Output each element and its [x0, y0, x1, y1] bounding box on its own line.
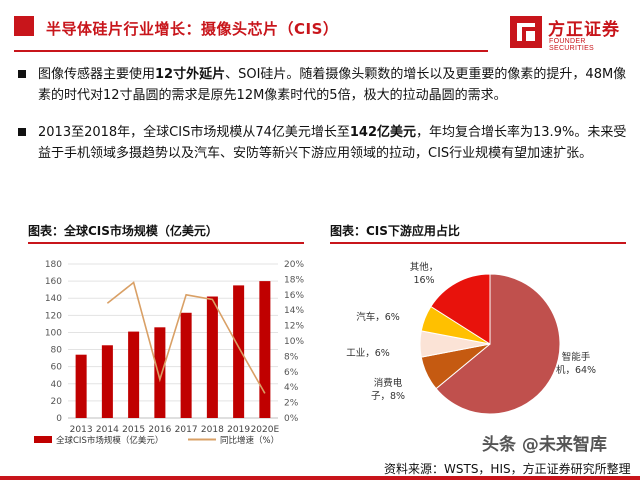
pie-slice-label: 工业，6% — [346, 348, 390, 359]
y2-tick-label: 18% — [284, 275, 304, 285]
pie-chart-title: 图表：CIS下游应用占比 — [330, 224, 460, 238]
y2-tick-label: 14% — [284, 306, 304, 316]
x-tick-label: 2016 — [148, 425, 171, 435]
header-divider — [14, 50, 488, 52]
bullet-2: 2013至2018年，全球CIS市场规模从74亿美元增长至142亿美元，年均复合… — [18, 122, 626, 186]
pie-slice-label: 智能手机，64% — [556, 351, 596, 376]
pie-slice-label: 消费电子，8% — [371, 377, 405, 402]
pie-label-line: 工业，6% — [346, 348, 390, 359]
y2-tick-label: 16% — [284, 291, 304, 301]
legend-swatch-bars — [34, 436, 52, 443]
founder-logo: 方正证券 FOUNDER SECURITIES — [508, 10, 632, 54]
logo-en-text: FOUNDER SECURITIES — [549, 38, 595, 52]
pie-label-line: 机，64% — [556, 364, 596, 376]
y-tick-label: 180 — [45, 260, 62, 270]
legend-label-bars: 全球CIS市场规模（亿美元） — [56, 435, 163, 446]
cis-application-share-chart: 智能手机，64% 消费电子，8% 工业，6% 汽车，6% 其他， 16% — [346, 261, 596, 415]
y-tick-label: 100 — [45, 328, 62, 338]
x-tick-label: 2017 — [175, 425, 198, 435]
bullet-2-text: 2013至2018年，全球CIS市场规模从74亿美元增长至142亿美元，年均复合… — [38, 125, 627, 161]
cis-market-size-chart: 0 20 40 60 80 100 120 140 160 180 0% 2% 4% 6% 8% 10% 12%… — [34, 260, 304, 446]
page-title: 半导体硅片行业增长：摄像头芯片（CIS） — [46, 20, 339, 38]
watermark: 头条 @未来智库 — [482, 435, 607, 455]
growth-rate-line — [106, 281, 266, 394]
x-tick-label: 2019 — [227, 425, 250, 435]
pie-chart-title-rule — [330, 242, 626, 244]
y2-tick-label: 0% — [284, 414, 299, 424]
pie-label-line: 消费电 — [374, 377, 403, 389]
source-note: 资料来源：WSTS，HIS，方正证券研究所整理 — [384, 462, 631, 476]
pie-slice-label: 其他， 16% — [410, 261, 439, 286]
pie-label-line: 16% — [413, 275, 434, 286]
bar — [128, 331, 140, 418]
y2-tick-label: 8% — [284, 352, 299, 362]
x-tick-label: 2014 — [96, 425, 119, 435]
bar — [180, 312, 192, 418]
bar — [101, 345, 113, 418]
pie-label-line: 智能手 — [562, 351, 591, 363]
legend-label-line: 同比增速（%） — [220, 435, 279, 446]
x-tick-label: 2020E — [251, 425, 280, 435]
bullet-marker — [18, 128, 26, 136]
bar-chart-title-rule — [28, 242, 304, 244]
y-tick-label: 80 — [51, 346, 63, 356]
header: 半导体硅片行业增长：摄像头芯片（CIS） 方正证券 FOUNDER SECURI… — [0, 0, 640, 62]
y2-tick-label: 12% — [284, 322, 304, 332]
footer-bar — [0, 476, 640, 480]
x-tick-label: 2013 — [70, 425, 93, 435]
bullet-1: 图像传感器主要使用12寸外延片、SOI硅片。随着摄像头颗数的增长以及更重要的像素… — [18, 64, 626, 108]
y2-tick-label: 10% — [284, 337, 304, 347]
y2-tick-label: 20% — [284, 260, 304, 270]
bar-chart-title: 图表：全球CIS市场规模（亿美元） — [28, 224, 218, 238]
header-accent-square — [14, 16, 34, 36]
y-tick-label: 40 — [51, 380, 63, 390]
pie-label-line: 其他， — [410, 261, 439, 273]
bar — [233, 285, 245, 418]
pie-label-line: 汽车，6% — [356, 311, 400, 323]
y-tick-label: 120 — [45, 311, 62, 321]
y-tick-label: 20 — [51, 397, 63, 407]
pie-slice — [430, 273, 491, 345]
x-tick-label: 2018 — [201, 425, 224, 435]
y-tick-label: 160 — [45, 277, 62, 287]
y2-tick-label: 4% — [284, 383, 299, 393]
bar — [206, 296, 218, 418]
y-tick-label: 0 — [56, 414, 62, 424]
bullet-1-text: 图像传感器主要使用12寸外延片、SOI硅片。随着摄像头颗数的增长以及更重要的像素… — [38, 67, 627, 103]
founder-logo-icon — [510, 16, 542, 48]
pie-label-line: 子，8% — [371, 391, 405, 402]
bar — [75, 354, 87, 418]
x-tick-label: 2015 — [122, 425, 145, 435]
y-tick-label: 140 — [45, 294, 62, 304]
logo-cn-text: 方正证券 — [548, 20, 620, 40]
y2-tick-label: 6% — [284, 368, 299, 378]
pie-slice-label: 汽车，6% — [356, 311, 400, 323]
bar — [259, 281, 271, 418]
y-tick-label: 60 — [51, 363, 63, 373]
y2-tick-label: 2% — [284, 399, 299, 409]
bar — [154, 327, 166, 418]
pie-slice — [435, 273, 561, 415]
bullet-marker — [18, 70, 26, 78]
